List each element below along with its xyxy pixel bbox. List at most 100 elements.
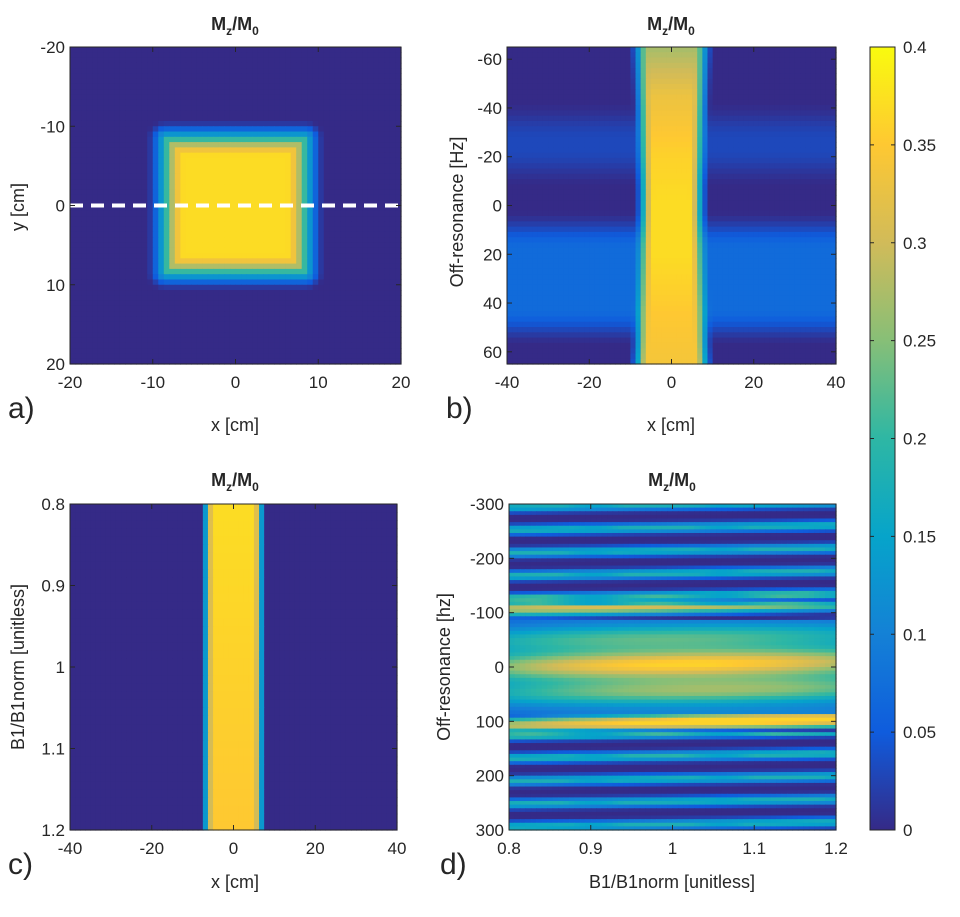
heatmap-cell xyxy=(318,253,324,259)
heatmap-cell xyxy=(569,116,575,122)
heatmap-cell xyxy=(202,153,208,159)
heatmap-cell xyxy=(302,216,308,222)
heatmap-cell xyxy=(153,126,159,132)
heatmap-cell xyxy=(630,116,636,122)
heatmap-cell xyxy=(92,68,98,74)
heatmap-cell xyxy=(707,47,713,53)
heatmap-cell xyxy=(362,153,368,159)
heatmap-cell xyxy=(641,137,647,143)
heatmap-cell xyxy=(390,58,396,64)
heatmap-cell xyxy=(329,242,335,248)
heatmap-cell xyxy=(125,190,131,196)
heatmap-cell xyxy=(313,211,319,217)
heatmap-cell xyxy=(779,52,785,58)
heatmap-cell xyxy=(175,121,181,127)
heatmap-cell xyxy=(340,58,346,64)
heatmap-cell xyxy=(682,153,688,159)
heatmap-cell xyxy=(153,63,159,69)
heatmap-cell xyxy=(329,79,335,85)
heatmap-cell xyxy=(390,105,396,111)
heatmap-cell xyxy=(682,100,688,106)
heatmap-cell xyxy=(335,63,341,69)
heatmap-cell xyxy=(600,121,606,127)
heatmap-cell xyxy=(743,116,749,122)
heatmap-cell xyxy=(677,52,683,58)
heatmap-cell xyxy=(131,105,137,111)
heatmap-cell xyxy=(236,126,242,132)
heatmap-cell xyxy=(661,110,667,116)
heatmap-cell xyxy=(313,221,319,227)
heatmap-cell xyxy=(512,68,518,74)
heatmap-cell xyxy=(324,279,330,285)
heatmap-cell xyxy=(158,116,164,122)
heatmap-cell xyxy=(553,147,559,153)
heatmap-cell xyxy=(164,163,170,169)
heatmap-cell xyxy=(373,190,379,196)
heatmap-cell xyxy=(522,79,528,85)
heatmap-cell xyxy=(291,100,297,106)
heatmap-cell xyxy=(180,147,186,153)
heatmap-cell xyxy=(620,105,626,111)
heatmap-cell xyxy=(373,169,379,175)
heatmap-cell xyxy=(697,121,703,127)
heatmap-cell xyxy=(213,301,219,307)
heatmap-cell xyxy=(186,132,192,138)
heatmap-cell xyxy=(641,110,647,116)
heatmap-cell xyxy=(147,52,153,58)
heatmap-cell xyxy=(76,279,82,285)
heatmap-cell xyxy=(120,232,126,238)
heatmap-cell xyxy=(169,121,175,127)
heatmap-cell xyxy=(302,116,308,122)
heatmap-cell xyxy=(241,221,247,227)
heatmap-cell xyxy=(672,105,678,111)
heatmap-cell xyxy=(553,95,559,101)
heatmap-cell xyxy=(357,237,363,243)
heatmap-cell xyxy=(202,63,208,69)
heatmap-cell xyxy=(656,95,662,101)
heatmap-cell xyxy=(98,195,104,201)
heatmap-cell xyxy=(147,258,153,264)
heatmap-cell xyxy=(175,232,181,238)
heatmap-cell xyxy=(114,100,120,106)
heatmap-cell xyxy=(247,58,253,64)
heatmap-cell xyxy=(197,126,203,132)
heatmap-cell xyxy=(120,290,126,296)
heatmap-cell xyxy=(219,184,225,190)
heatmap-cell xyxy=(335,163,341,169)
heatmap-cell xyxy=(169,163,175,169)
heatmap-cell xyxy=(285,110,291,116)
heatmap-cell xyxy=(114,211,120,217)
heatmap-cell xyxy=(335,269,341,275)
heatmap-cell xyxy=(136,163,142,169)
heatmap-cell xyxy=(569,132,575,138)
heatmap-cell xyxy=(379,147,385,153)
heatmap-cell xyxy=(191,348,197,354)
heatmap-cell xyxy=(558,116,564,122)
heatmap-cell xyxy=(390,348,396,354)
heatmap-cell xyxy=(252,110,258,116)
heatmap-cell xyxy=(114,237,120,243)
heatmap-cell xyxy=(672,100,678,106)
heatmap-cell xyxy=(280,316,286,322)
heatmap-cell xyxy=(630,58,636,64)
heatmap-cell xyxy=(738,100,744,106)
heatmap-cell xyxy=(169,248,175,254)
heatmap-cell xyxy=(630,110,636,116)
heatmap-cell xyxy=(258,110,264,116)
heatmap-cell xyxy=(164,147,170,153)
heatmap-cell xyxy=(92,126,98,132)
heatmap-cell xyxy=(70,269,76,275)
heatmap-cell xyxy=(302,242,308,248)
heatmap-cell xyxy=(384,163,390,169)
heatmap-cell xyxy=(795,73,801,79)
heatmap-cell xyxy=(213,232,219,238)
heatmap-cell xyxy=(318,190,324,196)
heatmap-cell xyxy=(821,105,827,111)
heatmap-cell xyxy=(625,95,631,101)
heatmap-cell xyxy=(390,221,396,227)
heatmap-cell xyxy=(274,306,280,312)
heatmap-cell xyxy=(76,63,82,69)
heatmap-cell xyxy=(258,343,264,349)
heatmap-cell xyxy=(92,295,98,301)
heatmap-cell xyxy=(224,301,230,307)
